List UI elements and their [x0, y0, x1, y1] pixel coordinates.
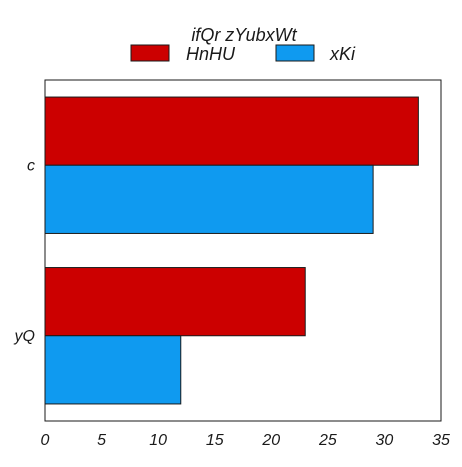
- legend-title: ifQr zYubxWt: [191, 25, 297, 45]
- plot-area: [44, 96, 419, 405]
- x-tick-label: 35: [432, 432, 450, 449]
- x-tick-label: 20: [261, 432, 280, 449]
- legend-label-xki: xKi: [329, 44, 356, 64]
- legend-swatch-xki: [275, 44, 315, 62]
- x-tick-label: 30: [376, 432, 394, 449]
- bar-hnhu-yq: [44, 267, 306, 337]
- y-tick-label: c: [27, 157, 35, 174]
- x-tick-label: 15: [206, 432, 224, 449]
- x-axis: 0 5 10 15 20 25 30 35: [41, 432, 450, 449]
- x-tick-label: 25: [318, 432, 337, 449]
- x-tick-label: 10: [149, 432, 167, 449]
- legend-label-hnhu: HnHU: [186, 44, 236, 64]
- x-tick-label: 5: [97, 432, 106, 449]
- x-tick-label: 0: [41, 432, 50, 449]
- y-tick-label: yQ: [14, 328, 35, 345]
- plot-frame: [44, 79, 442, 422]
- legend: ifQr zYubxWt HnHU xKi: [130, 25, 356, 64]
- bar-xki-c: [44, 164, 374, 234]
- bar-xki-yq: [44, 335, 182, 405]
- y-axis: c yQ: [14, 157, 35, 345]
- legend-swatch-hnhu: [130, 44, 170, 62]
- bar-hnhu-c: [44, 96, 419, 166]
